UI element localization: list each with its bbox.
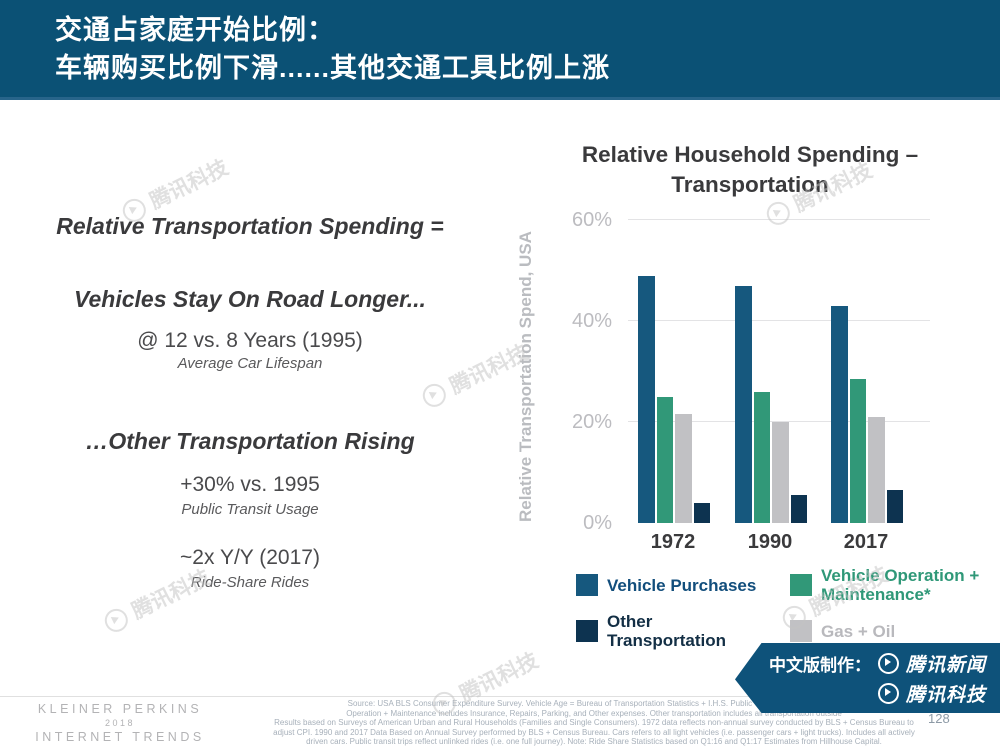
gridline-40 — [628, 320, 930, 322]
source-line: Source: USA BLS Consumer Expenditure Sur… — [347, 699, 841, 708]
legend-item-other-transportation: Other Transportation — [576, 612, 790, 650]
legend-swatch — [790, 620, 812, 642]
bar-2017-vehicle-purchases — [831, 305, 848, 523]
bar-1972-vehicle-purchases — [638, 275, 655, 523]
legend-label: Vehicle Operation + Maintenance* — [821, 566, 980, 604]
legend-label: Gas + Oil — [821, 621, 896, 641]
x-axis-label-2017: 2017 — [843, 531, 889, 553]
legend-label: Other Transportation — [607, 612, 727, 650]
source-line: Operation + Maintenance includes Insuran… — [346, 708, 842, 718]
legend-swatch — [576, 574, 598, 596]
source-line: Results based on Surveys of American Urb… — [274, 718, 914, 728]
bar-1972-other-transportation — [693, 502, 711, 523]
y-axis-ticks: 60% 40% 20% 0% — [535, 209, 612, 534]
footer-separator-line — [0, 696, 1000, 697]
legend-item-gas-oil: Gas + Oil — [790, 612, 1000, 650]
legend-swatch — [576, 620, 598, 642]
chart-title-line1: Relative Household Spending – — [581, 142, 919, 167]
chart-plot — [628, 210, 930, 523]
x-axis-labels: 1972 1990 2017 — [628, 531, 930, 557]
chart-title: Relative Household Spending – Transporta… — [540, 140, 960, 200]
tencent-banner: 中文版制作： 腾讯新闻 腾讯科技 — [735, 643, 1000, 713]
bar-2017-other-transportation — [886, 490, 904, 523]
bar-1972-gas-oil — [675, 414, 692, 523]
banner-prefix: 中文版制作： — [768, 655, 871, 675]
page-number: 128 — [928, 711, 950, 726]
legend-item-vehicle-purchases: Vehicle Purchases — [576, 566, 790, 604]
gridline-60 — [628, 219, 930, 221]
stat-transit-caption: Public Transit Usage — [181, 501, 319, 518]
slide-title-line1: 交通占家庭开始比例： — [55, 15, 335, 45]
kleiner-perkins-logo: KLEINER PERKINS 2018 INTERNET TRENDS — [25, 702, 215, 744]
kp-logo-line2: 2018 — [104, 718, 136, 728]
stat-transit-value: +30% vs. 1995 — [180, 473, 320, 496]
tencent-logo-icon — [100, 604, 132, 636]
left-heading-relative-spending: Relative Transportation Spending = — [56, 213, 444, 239]
y-tick-20: 20% — [571, 411, 612, 434]
slide-title-line2: 车辆购买比例下滑......其他交通工具比例上涨 — [55, 53, 611, 83]
left-heading-vehicles-stay: Vehicles Stay On Road Longer... — [74, 286, 426, 312]
header-banner: 交通占家庭开始比例： 车辆购买比例下滑......其他交通工具比例上涨 — [0, 0, 1000, 100]
x-axis-label-1972: 1972 — [650, 531, 696, 553]
stat-rideshare-caption: Ride-Share Rides — [190, 574, 310, 591]
bar-1990-vehicle-operation-maintenance- — [753, 391, 771, 523]
bar-1990-vehicle-purchases — [735, 285, 752, 523]
kp-logo-line1: KLEINER PERKINS — [37, 702, 203, 716]
source-line: driven cars. Public transit trips reflec… — [306, 737, 882, 747]
stat-car-lifespan-value: @ 12 vs. 8 Years (1995) — [137, 329, 363, 352]
gridline-20 — [628, 421, 930, 423]
bar-2017-gas-oil — [868, 416, 885, 523]
legend-label: Vehicle Purchases — [607, 575, 757, 595]
bar-2017-vehicle-operation-maintenance- — [849, 379, 867, 523]
tencent-tech-logo-icon — [877, 682, 899, 704]
chart-legend: Vehicle Purchases Vehicle Operation + Main… — [576, 566, 1000, 650]
left-panel: Relative Transportation Spending = Vehic… — [35, 213, 465, 591]
bar-1990-other-transportation — [790, 495, 808, 523]
tencent-news-logo-icon — [877, 652, 899, 674]
tencent-news-label: 腾讯新闻 — [905, 654, 986, 676]
legend-item-vehicle-operation-maintenance-: Vehicle Operation + Maintenance* — [790, 566, 1000, 604]
y-tick-60: 60% — [571, 209, 612, 232]
y-tick-40: 40% — [571, 310, 612, 333]
stat-car-lifespan-caption: Average Car Lifespan — [177, 355, 323, 372]
kp-logo-line3: INTERNET TRENDS — [35, 730, 205, 744]
stat-rideshare-value: ~2x Y/Y (2017) — [180, 546, 320, 569]
bar-1972-vehicle-operation-maintenance- — [656, 396, 674, 523]
tencent-tech-label: 腾讯科技 — [905, 684, 986, 706]
y-tick-0: 0% — [583, 512, 612, 534]
x-axis-label-1990: 1990 — [747, 531, 793, 553]
legend-swatch — [790, 574, 812, 596]
chart-title-line2: Transportation — [671, 172, 829, 197]
left-heading-other-rising: …Other Transportation Rising — [85, 428, 415, 454]
bar-1990-gas-oil — [772, 422, 789, 523]
source-line: adjust CPI. 1990 and 2017 Data Based on … — [273, 727, 915, 737]
source-note: Source: USA BLS Consumer Expenditure Sur… — [190, 699, 998, 747]
